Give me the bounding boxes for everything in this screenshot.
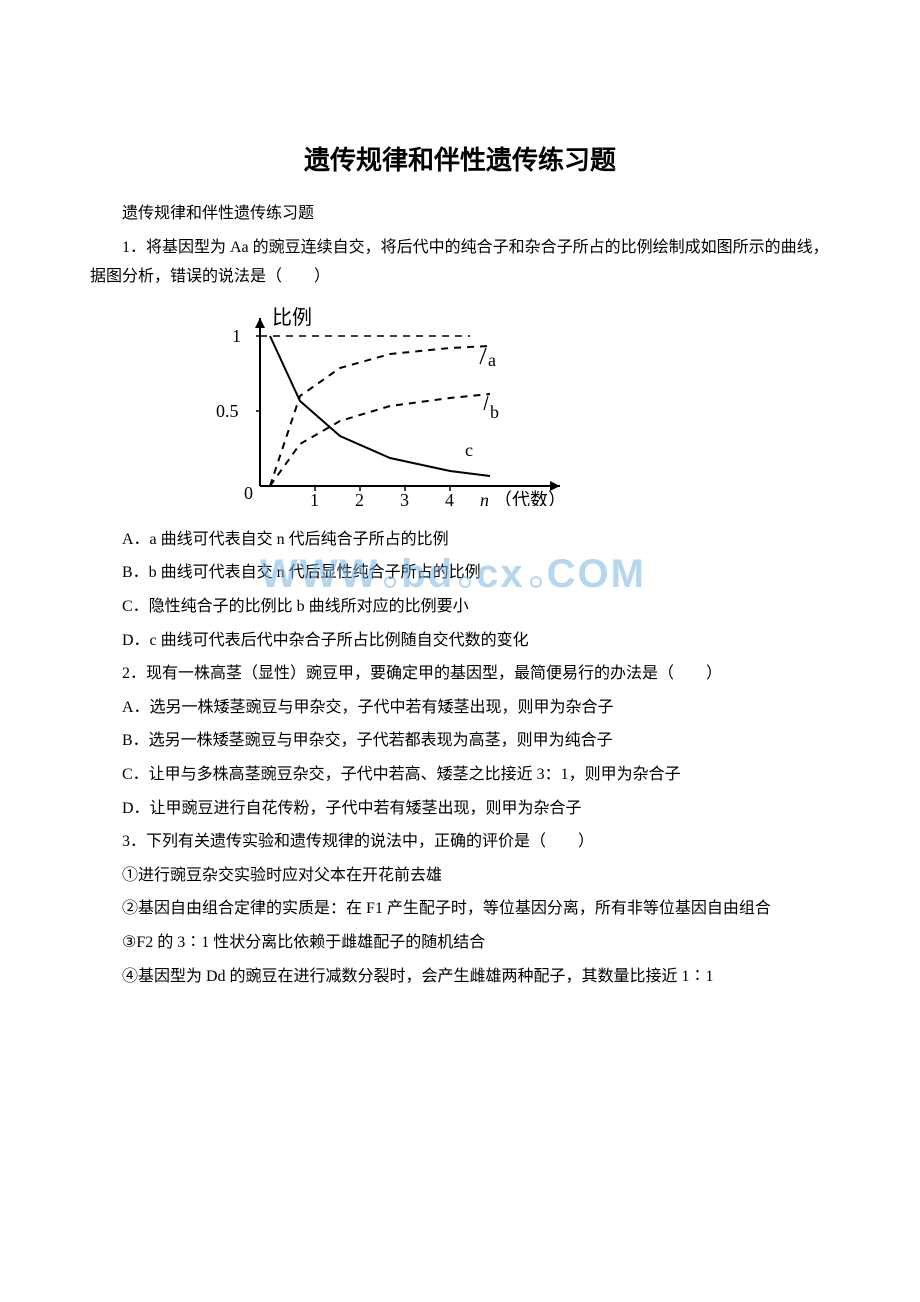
q1-opt-c: C．隐性纯合子的比例比 b 曲线所对应的比例要小 bbox=[90, 592, 830, 622]
page: 遗传规律和伴性遗传练习题 遗传规律和伴性遗传练习题 1．将基因型为 Aa 的豌豆… bbox=[0, 0, 920, 1302]
q2-opt-c: C．让甲与多株高茎豌豆杂交，子代中若高、矮茎之比接近 3：1，则甲为杂合子 bbox=[90, 760, 830, 790]
subtitle-line: 遗传规律和伴性遗传练习题 bbox=[90, 199, 830, 229]
curve-b-label: b bbox=[490, 402, 499, 422]
q1-stem: 1．将基因型为 Aa 的豌豆连续自交，将后代中的纯合子和杂合子所占的比例绘制成如… bbox=[90, 233, 830, 292]
q3-s4: ④基因型为 Dd 的豌豆在进行减数分裂时，会产生雌雄两种配子，其数量比接近 1∶… bbox=[90, 962, 830, 992]
q3-s3: ③F2 的 3∶1 性状分离比依赖于雌雄配子的随机结合 bbox=[90, 928, 830, 958]
ytick-05: 0.5 bbox=[216, 401, 239, 421]
q2-opt-d: D．让甲豌豆进行自花传粉，子代中若有矮茎出现，则甲为杂合子 bbox=[90, 794, 830, 824]
q1-opt-b: B．b 曲线可代表自交 n 代后显性纯合子所占的比例 bbox=[90, 558, 830, 588]
q3-s1: ①进行豌豆杂交实验时应对父本在开花前去雄 bbox=[90, 861, 830, 891]
xtick-1: 1 bbox=[310, 490, 319, 506]
watermark-row: B．b 曲线可代表自交 n 代后显性纯合子所占的比例 WWW bd cx COM bbox=[90, 558, 830, 588]
q1-opt-a: A．a 曲线可代表自交 n 代后纯合子所占的比例 bbox=[90, 525, 830, 555]
svg-text:n: n bbox=[480, 490, 489, 506]
curve-a bbox=[270, 346, 490, 486]
ytick-1: 1 bbox=[232, 326, 241, 346]
q1-figure: 比例 1 0.5 0 1 2 3 4 n （代数） bbox=[200, 306, 830, 511]
x-axis-label: （代数） bbox=[494, 490, 560, 506]
q2-stem: 2．现有一株高茎（显性）豌豆甲，要确定甲的基因型，最简便易行的办法是（ ） bbox=[90, 659, 830, 689]
xtick-4: 4 bbox=[445, 490, 454, 506]
q2-opt-a: A．选另一株矮茎豌豆与甲杂交，子代中若有矮茎出现，则甲为杂合子 bbox=[90, 693, 830, 723]
ytick-0: 0 bbox=[244, 483, 253, 503]
q1-opt-d: D．c 曲线可代表后代中杂合子所占比例随自交代数的变化 bbox=[90, 626, 830, 656]
y-axis-label: 比例 bbox=[272, 306, 312, 329]
curve-c-label: c bbox=[465, 440, 473, 460]
xtick-2: 2 bbox=[355, 490, 364, 506]
xtick-3: 3 bbox=[400, 490, 409, 506]
q2-opt-b: B．选另一株矮茎豌豆与甲杂交，子代若都表现为高茎，则甲为纯合子 bbox=[90, 726, 830, 756]
curve-a-label: a bbox=[488, 350, 496, 370]
q3-s2: ②基因自由组合定律的实质是：在 F1 产生配子时，等位基因分离，所有非等位基因自… bbox=[90, 894, 830, 924]
page-title: 遗传规律和伴性遗传练习题 bbox=[90, 140, 830, 177]
chart-svg: 比例 1 0.5 0 1 2 3 4 n （代数） bbox=[200, 306, 560, 506]
q3-stem: 3．下列有关遗传实验和遗传规律的说法中，正确的评价是（ ） bbox=[90, 827, 830, 857]
